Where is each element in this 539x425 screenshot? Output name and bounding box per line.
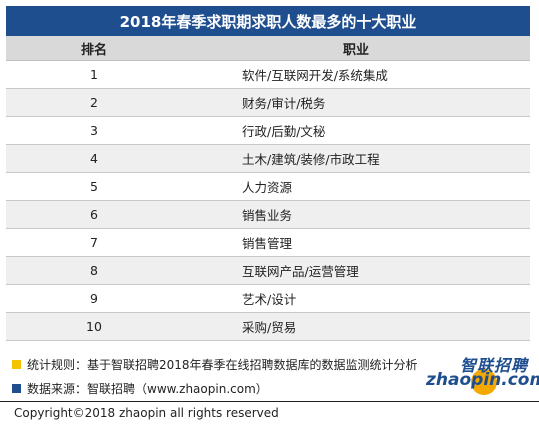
rank-cell: 2 <box>6 88 182 117</box>
header-job: 职业 <box>182 36 530 61</box>
table-row: 9 艺术/设计 <box>6 284 530 313</box>
job-cell: 财务/审计/税务 <box>182 88 530 117</box>
logo-dot-icon <box>471 369 497 395</box>
rank-cell: 8 <box>6 256 182 285</box>
job-cell: 土木/建筑/装修/市政工程 <box>182 144 530 173</box>
job-cell: 人力资源 <box>182 172 530 201</box>
rank-cell: 4 <box>6 144 182 173</box>
zhaopin-logo: 智联招聘 zhaopin.com <box>424 352 539 396</box>
blue-square-icon <box>12 384 21 393</box>
table-row: 10 采购/贸易 <box>6 312 530 341</box>
job-cell: 行政/后勤/文秘 <box>182 116 530 145</box>
logo-cn-text: 智联招聘 <box>459 356 528 375</box>
ranking-table: 排名 职业 1 软件/互联网开发/系统集成 2 财务/审计/税务 3 行政/后勤/文秘… <box>6 36 530 341</box>
yellow-square-icon <box>12 360 21 369</box>
footer-divider <box>0 401 539 402</box>
table-row: 2 财务/审计/税务 <box>6 88 530 117</box>
note-rule-text: 统计规则：基于智联招聘2018年春季在线招聘数据库的数据监测统计分析 <box>27 358 418 372</box>
table-row: 5 人力资源 <box>6 172 530 201</box>
page-title: 2018年春季求职期求职人数最多的十大职业 <box>6 6 530 36</box>
table-row: 3 行政/后勤/文秘 <box>6 116 530 145</box>
header-rank: 排名 <box>6 36 182 61</box>
copyright-text: Copyright©2018 zhaopin all rights reserv… <box>14 406 279 420</box>
rank-cell: 7 <box>6 228 182 257</box>
rank-cell: 3 <box>6 116 182 145</box>
rank-cell: 1 <box>6 60 182 89</box>
table-row: 1 软件/互联网开发/系统集成 <box>6 60 530 89</box>
logo-en-text: zhaopin.com <box>426 370 539 390</box>
job-cell: 艺术/设计 <box>182 284 530 313</box>
job-cell: 互联网产品/运营管理 <box>182 256 530 285</box>
table-row: 7 销售管理 <box>6 228 530 257</box>
table-row: 6 销售业务 <box>6 200 530 229</box>
table-header-row: 排名 职业 <box>6 36 530 61</box>
note-rule: 统计规则：基于智联招聘2018年春季在线招聘数据库的数据监测统计分析 <box>12 356 418 373</box>
job-cell: 销售管理 <box>182 228 530 257</box>
note-source-text: 数据来源：智联招聘（www.zhaopin.com） <box>27 382 268 396</box>
job-cell: 采购/贸易 <box>182 312 530 341</box>
rank-cell: 10 <box>6 312 182 341</box>
table-row: 8 互联网产品/运营管理 <box>6 256 530 285</box>
rank-cell: 5 <box>6 172 182 201</box>
rank-cell: 6 <box>6 200 182 229</box>
job-cell: 软件/互联网开发/系统集成 <box>182 60 530 89</box>
table-row: 4 土木/建筑/装修/市政工程 <box>6 144 530 173</box>
job-cell: 销售业务 <box>182 200 530 229</box>
note-source: 数据来源：智联招聘（www.zhaopin.com） <box>12 380 268 397</box>
rank-cell: 9 <box>6 284 182 313</box>
